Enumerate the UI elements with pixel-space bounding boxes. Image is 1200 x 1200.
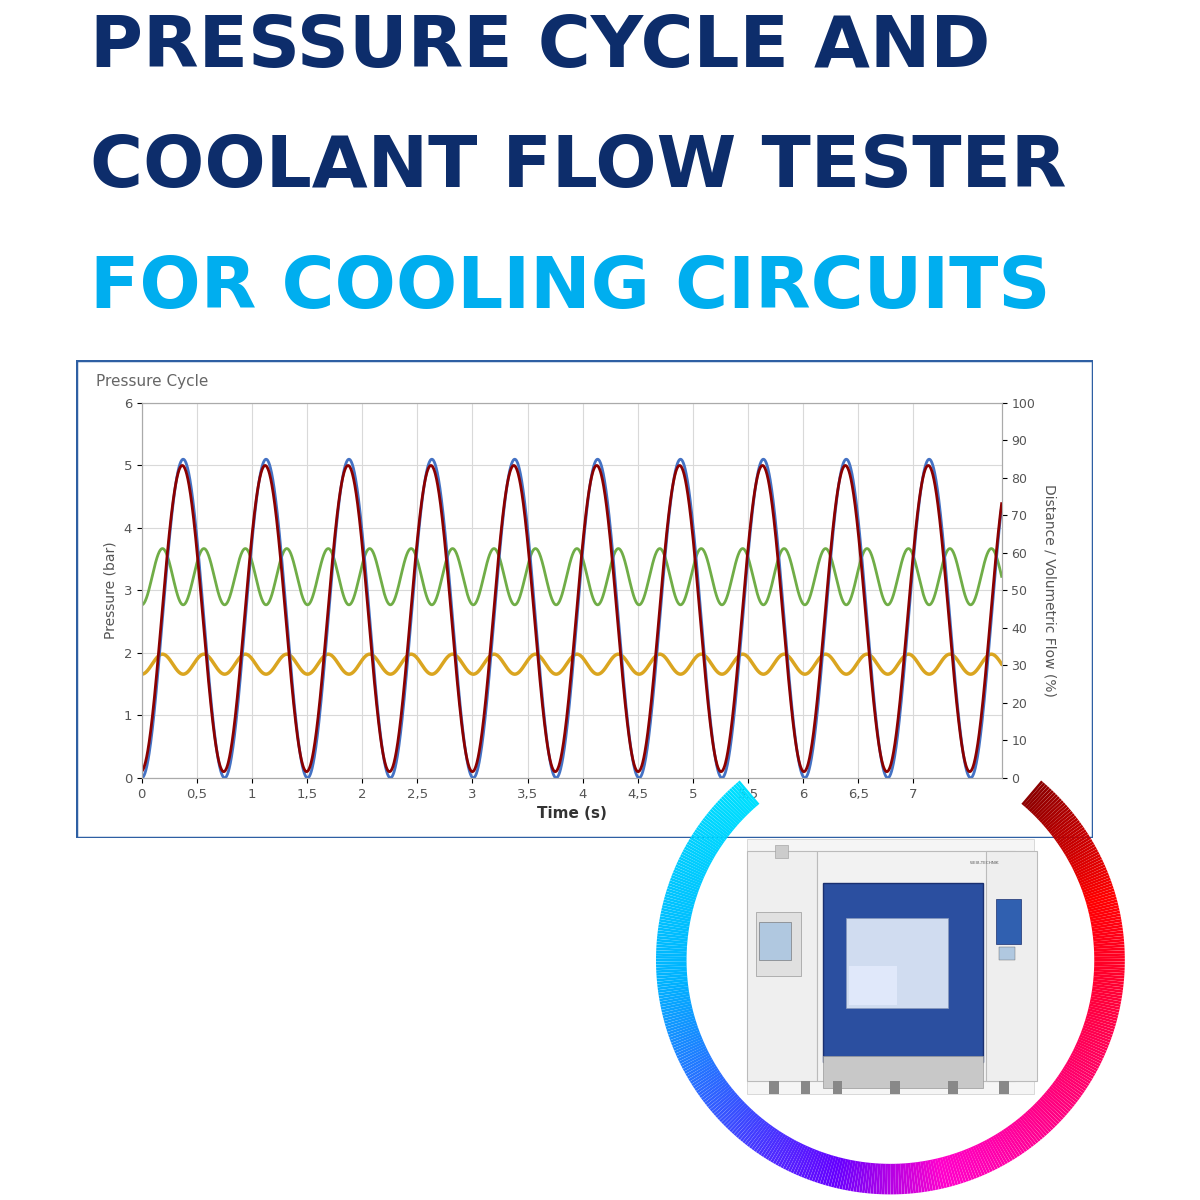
Text: COOLANT FLOW TESTER: COOLANT FLOW TESTER — [90, 133, 1067, 203]
Bar — [833, 1081, 842, 1094]
Text: WEIß-TECHNIK: WEIß-TECHNIK — [971, 862, 1000, 865]
Bar — [1000, 947, 1015, 960]
Bar — [746, 839, 1034, 1094]
Y-axis label: Pressure (bar): Pressure (bar) — [104, 541, 118, 640]
Bar — [775, 845, 788, 858]
Text: PRESSURE CYCLE AND: PRESSURE CYCLE AND — [90, 13, 990, 82]
Bar — [890, 1081, 900, 1094]
Bar — [746, 851, 817, 1081]
Bar — [756, 912, 800, 976]
Text: Pressure Cycle: Pressure Cycle — [96, 374, 209, 389]
Bar — [986, 851, 1038, 1081]
Bar — [823, 883, 983, 1062]
Y-axis label: Distance / Volumetric Flow (%): Distance / Volumetric Flow (%) — [1042, 484, 1056, 697]
X-axis label: Time (s): Time (s) — [536, 806, 607, 821]
Bar — [848, 966, 896, 1004]
Bar — [948, 1081, 958, 1094]
Bar — [800, 1081, 810, 1094]
Bar — [823, 1056, 983, 1088]
Bar — [769, 1081, 779, 1094]
Bar — [1000, 1081, 1009, 1094]
Bar — [846, 918, 948, 1008]
Bar — [760, 922, 791, 960]
Bar — [817, 851, 1015, 1081]
Text: FOR COOLING CIRCUITS: FOR COOLING CIRCUITS — [90, 254, 1050, 323]
Bar — [996, 899, 1021, 944]
